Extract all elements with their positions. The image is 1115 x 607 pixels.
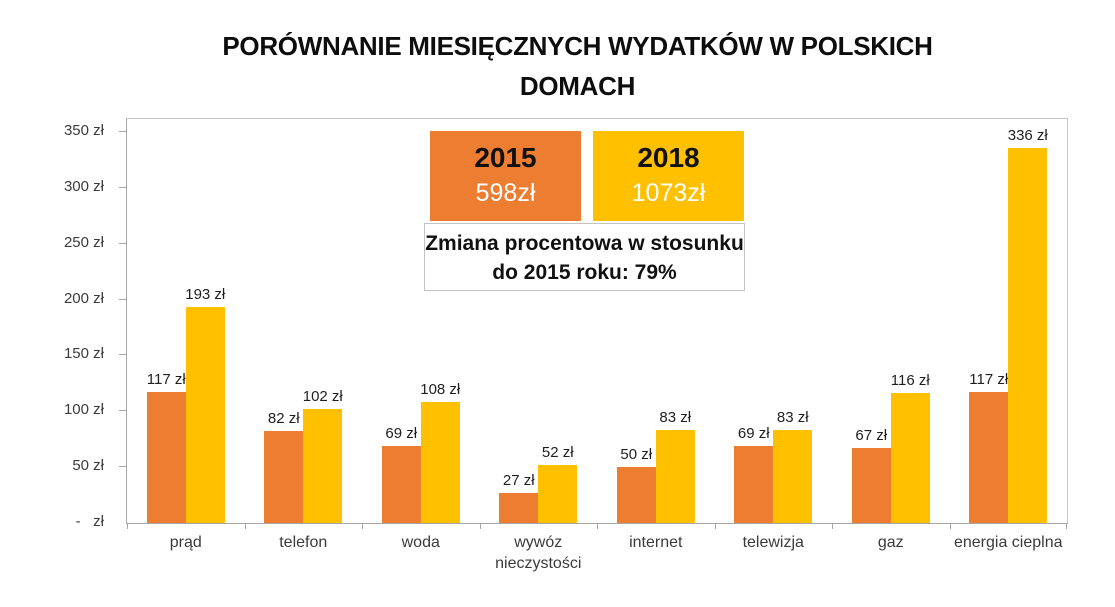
bar-2015 (851, 448, 891, 523)
legend-2015-total: 598zł (475, 179, 536, 207)
bar-2018 (890, 393, 930, 523)
x-tick-mark (597, 523, 598, 529)
category-group: 50 zł 83 zł internet (597, 119, 715, 551)
y-tick-label: 200 zł (63, 289, 104, 307)
category-label: telewizja (742, 534, 804, 551)
bar-value-label: 52 zł (541, 443, 574, 461)
bar-2015 (734, 445, 774, 523)
chart-title-line1: PORÓWNANIE MIESIĘCZNYCH WYDATKÓW W POLSK… (222, 31, 933, 61)
bar-2015 (969, 392, 1009, 523)
bar-value-label: 67 zł (855, 427, 888, 445)
legend-2015-year: 2015 (474, 142, 537, 173)
y-tick-label: 50 zł (72, 457, 104, 475)
bar-2018 (655, 430, 695, 523)
category-group: 67 zł 116 zł gaz (832, 119, 950, 551)
bar-value-label: 193 zł (185, 286, 226, 304)
y-tick-label: 300 zł (63, 177, 104, 195)
y-tick-label: 350 zł (63, 122, 104, 139)
bar-2018 (773, 430, 813, 523)
y-tick-label: 100 zł (63, 401, 104, 419)
category-group: 69 zł 83 zł telewizja (715, 119, 833, 551)
category-label: telefon (279, 534, 328, 551)
category-group: 27 zł 52 zł wywóz nieczystości (480, 119, 598, 572)
legend-2018-total: 1073zł (631, 179, 706, 207)
bar-value-label: 82 zł (267, 410, 300, 428)
bar-2018 (1008, 147, 1048, 523)
x-tick-mark (244, 523, 246, 529)
legend-2018-year: 2018 (637, 142, 700, 173)
bar-2018 (420, 402, 460, 523)
annotation-line2: do 2015 roku: 79% (492, 261, 677, 284)
category-group: 69 zł 108 zł woda (362, 119, 480, 551)
bar-2015 (264, 431, 304, 523)
bar-value-label: 69 zł (737, 424, 770, 442)
chart-title-line2: DOMACH (519, 71, 636, 101)
category-group: 82 zł 102 zł telefon (245, 119, 363, 551)
x-tick-mark (479, 523, 481, 529)
bar-value-label: 108 zł (420, 381, 461, 399)
x-tick-mark (127, 523, 128, 529)
y-tick-mark (119, 410, 126, 412)
annotation-box: Zmiana procentowa w stosunku do 2015 rok… (424, 223, 745, 291)
y-tick-label: - zł (75, 513, 104, 530)
annotation-line1: Zmiana procentowa w stosunku (425, 232, 744, 255)
bar-value-label: 117 zł (969, 371, 1009, 389)
x-tick-mark (1066, 523, 1067, 529)
y-tick-mark (119, 242, 126, 244)
bar-value-label: 50 zł (620, 446, 653, 464)
category-label: wywóz nieczystości (495, 534, 582, 572)
y-tick-label: 150 zł (63, 345, 104, 363)
bar-value-label: 336 zł (1007, 126, 1048, 144)
bar-value-label: 116 zł (890, 372, 930, 390)
category-label: internet (629, 534, 683, 551)
bar-2015 (381, 445, 421, 523)
bar-value-label: 117 zł (146, 371, 186, 389)
bar-value-label: 27 zł (502, 471, 535, 489)
bar-value-label: 69 zł (385, 424, 418, 442)
bar-value-label: 102 zł (302, 388, 343, 405)
bar-2018 (538, 464, 578, 523)
plot-area: 117 zł 193 zł prąd 82 zł 102 zł telefon 69 zł 1… (126, 118, 1068, 572)
bar-2015 (146, 392, 186, 523)
bar-2018 (303, 409, 343, 523)
category-group: 117 zł 336 zł energia cieplna (950, 119, 1068, 551)
category-label: prąd (169, 534, 202, 551)
bar-2015 (499, 492, 539, 523)
x-tick-mark (362, 523, 363, 529)
category-label: woda (401, 534, 440, 551)
category-label: gaz (877, 534, 904, 551)
y-tick-mark (119, 186, 126, 188)
x-tick-mark (714, 523, 716, 529)
category-group: 117 zł 193 zł prąd (127, 119, 245, 551)
y-tick-mark (119, 466, 126, 468)
legend-item-2015: 2015 598zł (430, 131, 581, 221)
y-tick-mark (119, 354, 126, 356)
chart-title: PORÓWNANIE MIESIĘCZNYCH WYDATKÓW W POLSK… (40, 26, 1115, 106)
x-tick-mark (832, 523, 833, 529)
bar-value-label: 83 zł (659, 409, 692, 427)
bar-2018 (185, 307, 225, 523)
x-tick-mark (949, 523, 951, 529)
bar-value-label: 83 zł (776, 409, 809, 427)
y-tick-mark (119, 298, 126, 300)
y-tick-mark (119, 131, 126, 132)
category-label: energia cieplna (953, 534, 1063, 551)
bar-2015 (616, 467, 656, 523)
y-tick-label: 250 zł (63, 233, 104, 251)
legend-item-2018: 2018 1073zł (593, 131, 744, 221)
